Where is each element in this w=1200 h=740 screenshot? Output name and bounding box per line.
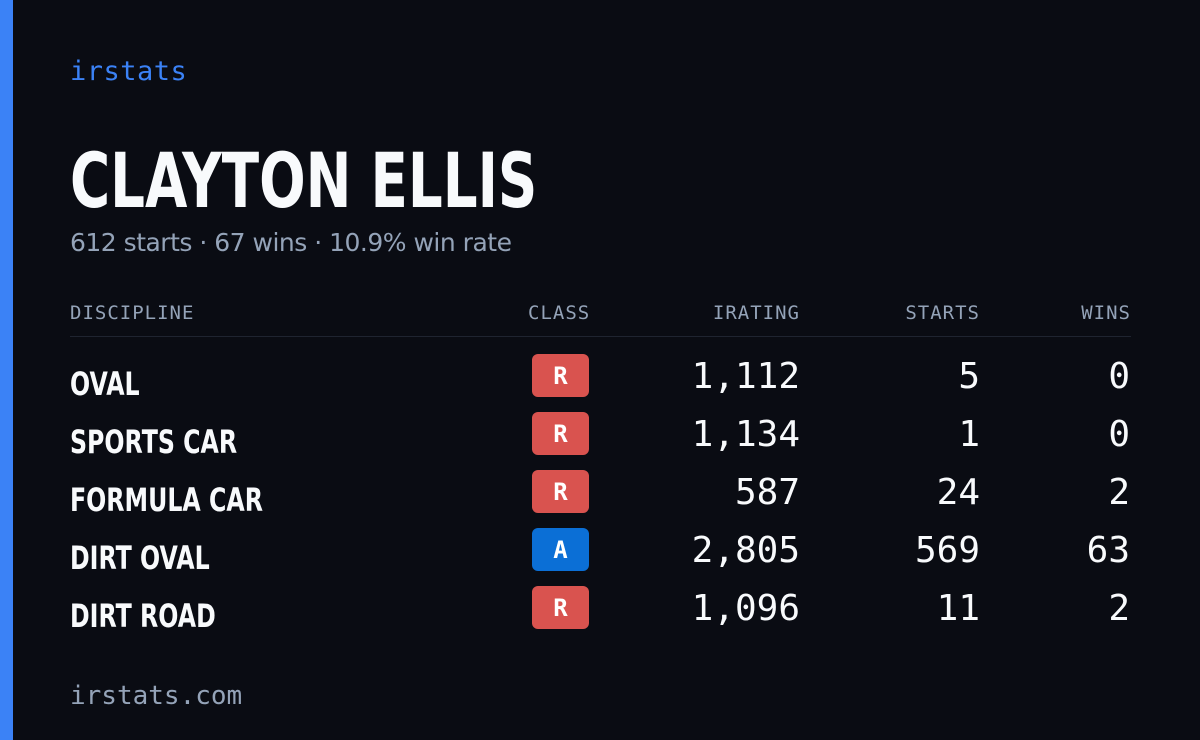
- brand-logo: irstats: [70, 56, 188, 87]
- class-badge: R: [532, 412, 589, 455]
- starts-value: 569: [914, 530, 980, 571]
- wins-value: 2: [1108, 472, 1130, 513]
- discipline-name: OVAL: [70, 365, 140, 403]
- discipline-name: SPORTS CAR: [70, 423, 238, 461]
- discipline-name: FORMULA CAR: [70, 481, 263, 519]
- wins-value: 2: [1108, 588, 1130, 629]
- wins-value: 0: [1108, 414, 1130, 455]
- table-row: DIRT ROAD R 1,096 11 2: [70, 586, 1131, 644]
- discipline-name: DIRT OVAL: [70, 539, 210, 577]
- class-badge: R: [532, 354, 589, 397]
- driver-name: CLAYTON ELLIS: [70, 136, 538, 225]
- table-row: DIRT OVAL A 2,805 569 63: [70, 528, 1131, 586]
- class-badge: R: [532, 470, 589, 513]
- class-badge: R: [532, 586, 589, 629]
- header-discipline: DISCIPLINE: [70, 302, 195, 324]
- driver-summary: 612 starts · 67 wins · 10.9% win rate: [70, 228, 512, 257]
- header-wins: WINS: [1081, 302, 1131, 324]
- footer-url: irstats.com: [70, 681, 243, 711]
- discipline-name: DIRT ROAD: [70, 597, 216, 635]
- table-row: OVAL R 1,112 5 0: [70, 354, 1131, 412]
- irating-value: 1,134: [691, 414, 800, 455]
- header-class: CLASS: [528, 302, 591, 324]
- irating-value: 1,112: [691, 356, 800, 397]
- accent-bar: [0, 0, 13, 740]
- table-header: DISCIPLINE CLASS IRATING STARTS WINS: [70, 300, 1131, 337]
- starts-value: 11: [936, 588, 980, 629]
- header-starts: STARTS: [905, 302, 980, 324]
- starts-value: 24: [936, 472, 980, 513]
- irating-value: 1,096: [691, 588, 800, 629]
- class-badge: A: [532, 528, 589, 571]
- wins-value: 0: [1108, 356, 1130, 397]
- wins-value: 63: [1086, 530, 1130, 571]
- starts-value: 1: [958, 414, 980, 455]
- irating-value: 2,805: [691, 530, 800, 571]
- table-row: SPORTS CAR R 1,134 1 0: [70, 412, 1131, 470]
- header-irating: IRATING: [712, 302, 800, 324]
- irating-value: 587: [734, 472, 800, 513]
- table-row: FORMULA CAR R 587 24 2: [70, 470, 1131, 528]
- starts-value: 5: [958, 356, 980, 397]
